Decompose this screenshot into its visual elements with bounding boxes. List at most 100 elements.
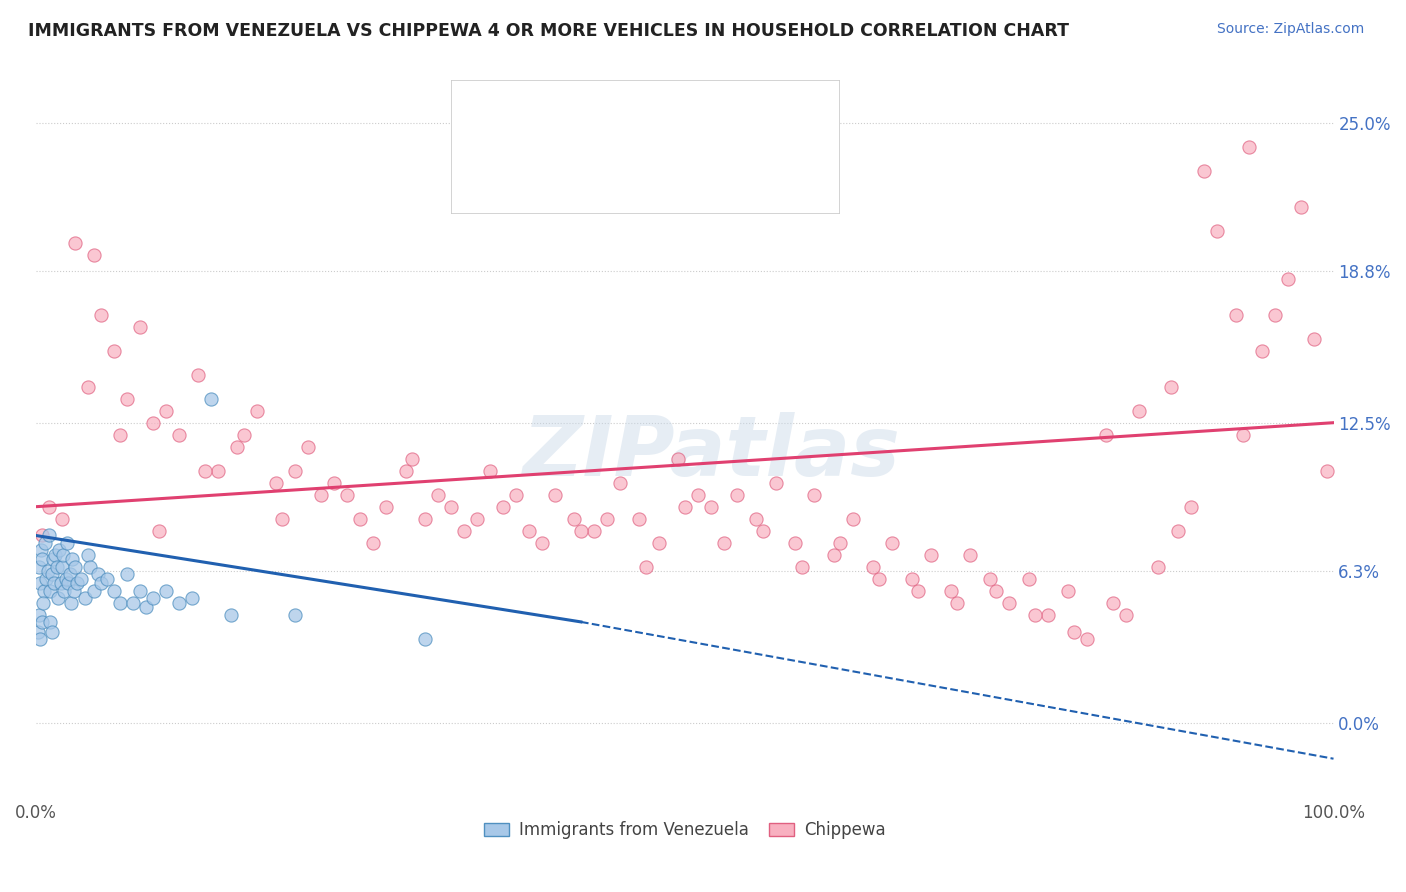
Point (979, 572, 1001, 586)
Point (187, 368, 209, 382)
Point (76, 548, 98, 562)
Point (1192, 163, 1215, 178)
Point (939, 583, 962, 598)
Point (1147, 559, 1170, 574)
Point (453, 524, 475, 538)
Point (673, 500, 696, 514)
Point (413, 632, 436, 646)
Point (297, 440, 319, 454)
Point (751, 524, 773, 538)
Point (1316, 464, 1339, 478)
Point (46, 591, 69, 605)
Point (823, 548, 845, 562)
Point (30, 542, 52, 557)
Point (70, 572, 93, 586)
Point (1115, 607, 1137, 622)
Point (862, 559, 884, 574)
Point (803, 488, 825, 502)
Point (83, 583, 105, 598)
Point (110, 596, 132, 610)
Point (245, 403, 267, 417)
Point (765, 475, 787, 490)
Point (427, 488, 450, 502)
Point (58, 576, 80, 591)
Point (115, 392, 138, 406)
Point (41, 624, 63, 639)
Point (42, 552, 65, 566)
Point (790, 559, 813, 574)
Point (1160, 380, 1182, 394)
Point (1205, 224, 1227, 238)
Point (569, 524, 592, 538)
Point (180, 591, 202, 605)
Point (1180, 500, 1202, 514)
Text: Source: ZipAtlas.com: Source: ZipAtlas.com (1216, 22, 1364, 37)
Point (232, 427, 254, 442)
Point (128, 319, 150, 334)
Point (34, 535, 56, 549)
Point (783, 535, 806, 549)
Point (103, 343, 125, 358)
Point (284, 607, 307, 622)
Point (1167, 524, 1189, 538)
Point (530, 535, 553, 549)
Point (830, 535, 852, 549)
Point (41, 566, 63, 581)
Point (882, 535, 904, 549)
Point (1024, 607, 1046, 622)
Point (28, 576, 51, 591)
Point (194, 464, 217, 478)
Point (1018, 572, 1040, 586)
Point (375, 500, 398, 514)
Point (59, 566, 82, 581)
Point (648, 535, 671, 549)
Point (52, 548, 75, 562)
Point (96, 572, 118, 586)
Point (35, 572, 58, 586)
Point (401, 451, 423, 466)
Point (135, 600, 157, 615)
Point (60, 552, 83, 566)
Point (55, 572, 77, 586)
Point (544, 488, 567, 502)
Point (1264, 308, 1286, 322)
Point (596, 511, 619, 525)
Point (31, 528, 53, 542)
Point (686, 488, 709, 502)
Point (39, 583, 62, 598)
Point (1232, 427, 1254, 442)
Point (90, 576, 112, 591)
Point (226, 440, 249, 454)
Point (49, 576, 72, 591)
Point (62, 583, 84, 598)
Point (564, 511, 586, 525)
Point (713, 535, 735, 549)
Point (32, 596, 55, 610)
Point (901, 572, 924, 586)
Point (440, 500, 463, 514)
Point (413, 511, 436, 525)
Point (66, 576, 89, 591)
Point (38, 500, 60, 514)
Point (479, 464, 502, 478)
Point (53, 583, 76, 598)
Point (1289, 200, 1312, 214)
Point (28, 607, 51, 622)
Point (44, 548, 66, 562)
Point (264, 475, 287, 490)
Point (323, 475, 346, 490)
Point (42, 576, 65, 591)
Text: IMMIGRANTS FROM VENEZUELA VS CHIPPEWA 4 OR MORE VEHICLES IN HOUSEHOLD CORRELATIO: IMMIGRANTS FROM VENEZUELA VS CHIPPEWA 4 … (28, 22, 1069, 40)
Point (142, 591, 165, 605)
Point (30, 632, 52, 646)
Point (1095, 427, 1118, 442)
Point (336, 488, 359, 502)
Point (725, 488, 748, 502)
Point (395, 464, 418, 478)
Point (38, 528, 60, 542)
Point (582, 524, 605, 538)
Point (492, 500, 515, 514)
Point (1225, 308, 1247, 322)
Point (984, 583, 1007, 598)
Point (122, 596, 145, 610)
